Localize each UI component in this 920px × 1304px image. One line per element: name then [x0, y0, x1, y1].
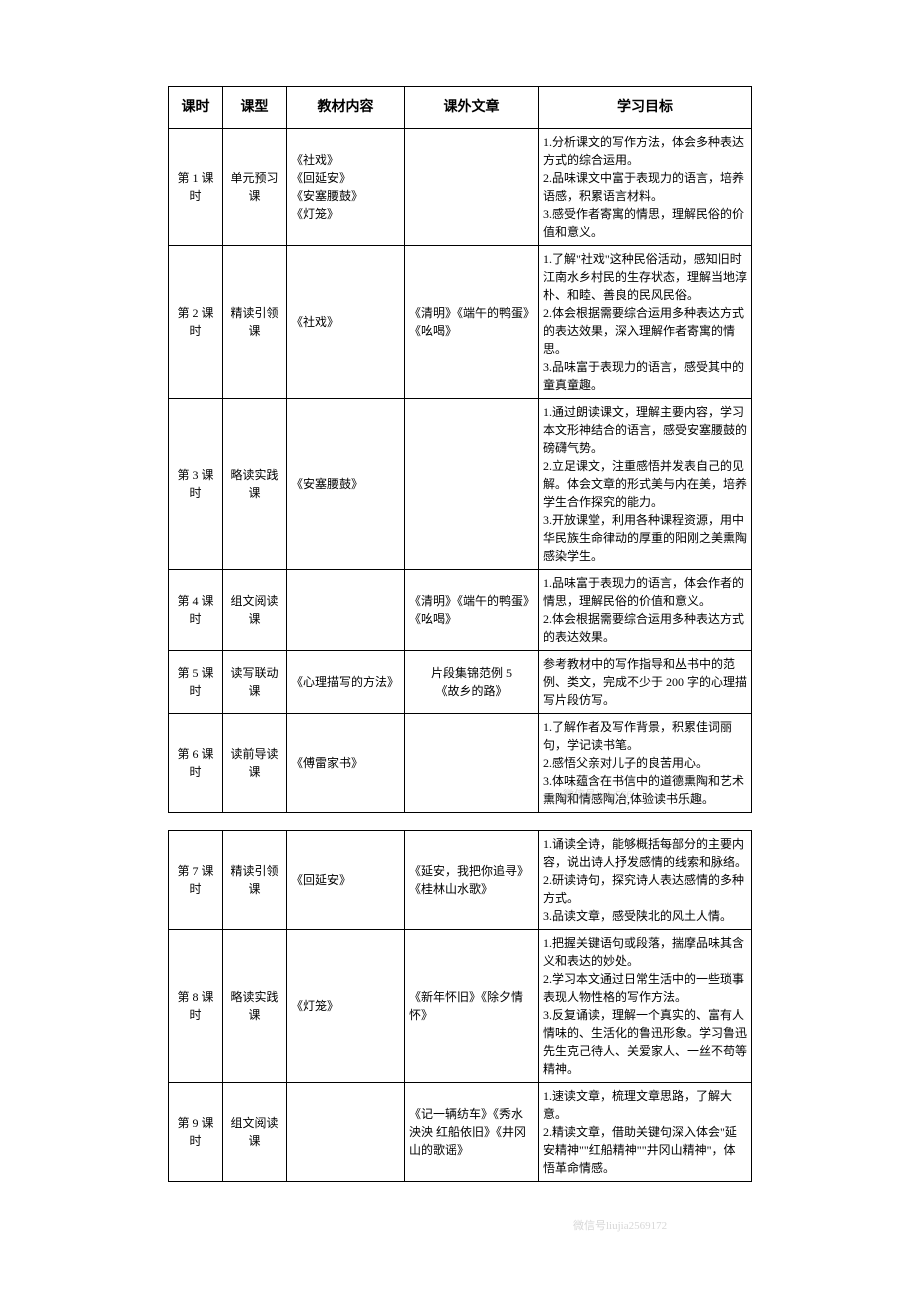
cell-extra — [405, 129, 539, 246]
cell-period: 第 6 课时 — [169, 714, 223, 813]
cell-type: 组文阅读课 — [223, 1083, 287, 1182]
cell-type: 精读引领课 — [223, 831, 287, 930]
cell-extra: 《清明》《端午的鸭蛋》《吆喝》 — [405, 246, 539, 399]
cell-extra: 《新年怀旧》《除夕情怀》 — [405, 930, 539, 1083]
cell-extra: 《延安，我把你追寻》《桂林山水歌》 — [405, 831, 539, 930]
cell-period: 第 1 课时 — [169, 129, 223, 246]
table-row: 第 1 课时单元预习课《社戏》 《回延安》 《安塞腰鼓》 《灯笼》 1.分析课文的… — [169, 129, 752, 246]
cell-goal: 1.诵读全诗，能够概括每部分的主要内容，说出诗人抒发感情的线索和脉络。 2.研读… — [539, 831, 752, 930]
cell-period: 第 8 课时 — [169, 930, 223, 1083]
cell-goal: 1.了解"社戏"这种民俗活动，感知旧时江南水乡村民的生存状态，理解当地淳朴、和睦… — [539, 246, 752, 399]
cell-extra — [405, 714, 539, 813]
table-row: 第 3 课时略读实践课《安塞腰鼓》 1.通过朗读课文，理解主要内容，学习本文形神结… — [169, 399, 752, 570]
cell-period: 第 3 课时 — [169, 399, 223, 570]
header-period: 课时 — [169, 87, 223, 129]
header-type: 课型 — [223, 87, 287, 129]
cell-period: 第 7 课时 — [169, 831, 223, 930]
cell-period: 第 9 课时 — [169, 1083, 223, 1182]
lesson-table: 课时 课型 教材内容 课外文章 学习目标 第 1 课时单元预习课《社戏》 《回延… — [168, 86, 752, 1182]
cell-goal: 参考教材中的写作指导和丛书中的范例、类文，完成不少于 200 字的心理描写片段仿… — [539, 651, 752, 714]
cell-type: 组文阅读课 — [223, 570, 287, 651]
table-row: 第 7 课时精读引领课《回延安》《延安，我把你追寻》《桂林山水歌》1.诵读全诗，… — [169, 831, 752, 930]
cell-goal: 1.通过朗读课文，理解主要内容，学习本文形神结合的语言，感受安塞腰鼓的磅礴气势。… — [539, 399, 752, 570]
cell-type: 略读实践课 — [223, 399, 287, 570]
table-row: 第 9 课时组文阅读课 《记一辆纺车》《秀水泱泱 红船依旧》《井冈山的歌谣》1.速… — [169, 1083, 752, 1182]
cell-extra: 片段集锦范例 5 《故乡的路》 — [405, 651, 539, 714]
table-header-row: 课时 课型 教材内容 课外文章 学习目标 — [169, 87, 752, 129]
table-row: 第 4 课时组文阅读课 《清明》《端午的鸭蛋》《吆喝》1.品味富于表现力的语言，体… — [169, 570, 752, 651]
cell-textbook: 《心理描写的方法》 — [287, 651, 405, 714]
table-body: 第 1 课时单元预习课《社戏》 《回延安》 《安塞腰鼓》 《灯笼》 1.分析课文的… — [169, 129, 752, 1182]
cell-type: 单元预习课 — [223, 129, 287, 246]
table-row: 第 8 课时略读实践课《灯笼》《新年怀旧》《除夕情怀》1.把握关键语句或段落，揣… — [169, 930, 752, 1083]
cell-goal: 1.品味富于表现力的语言，体会作者的情思，理解民俗的价值和意义。 2.体会根据需… — [539, 570, 752, 651]
cell-period: 第 4 课时 — [169, 570, 223, 651]
header-extra: 课外文章 — [405, 87, 539, 129]
cell-period: 第 5 课时 — [169, 651, 223, 714]
cell-goal: 1.了解作者及写作背景，积累佳词丽句，学记读书笔。 2.感悟父亲对儿子的良苦用心… — [539, 714, 752, 813]
cell-type: 精读引领课 — [223, 246, 287, 399]
page-container: 课时 课型 教材内容 课外文章 学习目标 第 1 课时单元预习课《社戏》 《回延… — [168, 86, 752, 1182]
watermark-2: 微信号liujia2569172 — [573, 1217, 667, 1233]
cell-type: 读写联动课 — [223, 651, 287, 714]
header-goal: 学习目标 — [539, 87, 752, 129]
table-row: 第 5 课时读写联动课《心理描写的方法》片段集锦范例 5 《故乡的路》参考教材中… — [169, 651, 752, 714]
header-textbook: 教材内容 — [287, 87, 405, 129]
cell-period: 第 2 课时 — [169, 246, 223, 399]
cell-textbook — [287, 1083, 405, 1182]
cell-type: 略读实践课 — [223, 930, 287, 1083]
cell-extra: 《记一辆纺车》《秀水泱泱 红船依旧》《井冈山的歌谣》 — [405, 1083, 539, 1182]
cell-textbook: 《社戏》 《回延安》 《安塞腰鼓》 《灯笼》 — [287, 129, 405, 246]
cell-textbook: 《回延安》 — [287, 831, 405, 930]
cell-extra: 《清明》《端午的鸭蛋》《吆喝》 — [405, 570, 539, 651]
cell-textbook: 《傅雷家书》 — [287, 714, 405, 813]
cell-goal: 1.分析课文的写作方法，体会多种表达方式的综合运用。 2.品味课文中富于表现力的… — [539, 129, 752, 246]
page-break-gap — [169, 813, 752, 831]
cell-extra — [405, 399, 539, 570]
table-row: 第 6 课时读前导读课《傅雷家书》 1.了解作者及写作背景，积累佳词丽句，学记读书… — [169, 714, 752, 813]
table-row: 第 2 课时精读引领课《社戏》《清明》《端午的鸭蛋》《吆喝》1.了解"社戏"这种… — [169, 246, 752, 399]
cell-goal: 1.把握关键语句或段落，揣摩品味其含义和表达的妙处。 2.学习本文通过日常生活中… — [539, 930, 752, 1083]
cell-type: 读前导读课 — [223, 714, 287, 813]
cell-textbook: 《安塞腰鼓》 — [287, 399, 405, 570]
cell-goal: 1.速读文章，梳理文章思路，了解大意。 2.精读文章，借助关键句深入体会"延安精… — [539, 1083, 752, 1182]
cell-textbook — [287, 570, 405, 651]
cell-textbook: 《灯笼》 — [287, 930, 405, 1083]
cell-textbook: 《社戏》 — [287, 246, 405, 399]
